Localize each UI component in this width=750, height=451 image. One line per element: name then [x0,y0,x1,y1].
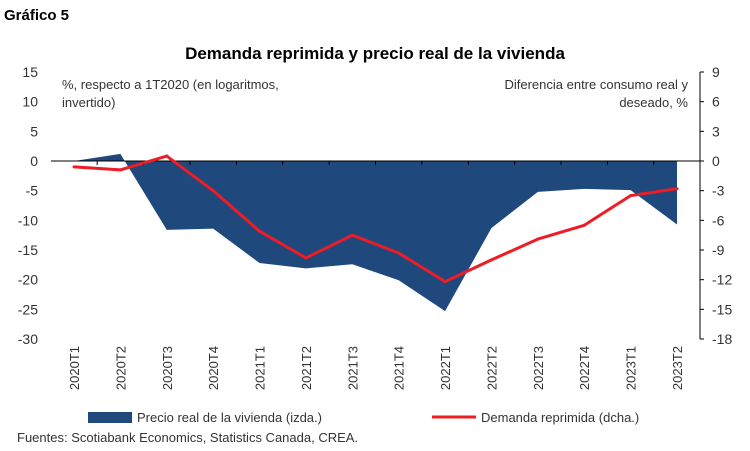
right-tick-label: -18 [712,331,732,347]
line-point-2020T4 [211,189,215,193]
line-point-2021T4 [397,251,401,255]
category-label: 2020T2 [113,346,128,390]
figure-label: Gráfico 5 [4,7,69,24]
right-tick-label: -3 [712,183,725,199]
line-point-2023T2 [675,187,679,191]
right-axis-label-line1: Diferencia entre consumo real y [504,77,688,92]
category-label: 2021T4 [392,346,407,390]
left-axis-label-line2: invertido) [62,95,115,110]
area-series-precio [74,153,677,312]
left-tick-label: -25 [18,301,38,317]
category-label: 2021T2 [299,346,314,390]
left-axis-label-line1: %, respecto a 1T2020 (en logaritmos, [62,77,279,92]
category-label: 2022T2 [484,346,499,390]
right-tick-label: -15 [712,301,732,317]
line-point-2022T1 [443,280,447,284]
left-tick-label: -15 [18,242,38,258]
line-point-2021T2 [304,256,308,260]
right-tick-label: 3 [712,123,720,139]
category-label: 2020T4 [206,346,221,390]
line-point-2021T3 [350,233,354,237]
left-tick-label: -10 [18,212,38,228]
left-tick-label: 10 [22,94,38,110]
right-tick-label: 9 [712,64,720,80]
line-point-2020T2 [118,168,122,172]
line-point-2023T1 [629,194,633,198]
left-tick-label: -5 [26,183,39,199]
category-label: 2023T1 [624,346,639,390]
line-point-2021T1 [258,229,262,233]
category-label: 2023T2 [670,346,685,390]
left-tick-label: 5 [30,123,38,139]
category-label: 2021T1 [253,346,268,390]
right-tick-label: -9 [712,242,725,258]
right-axis-label-line2: deseado, % [619,95,688,110]
category-label: 2021T3 [345,346,360,390]
category-label: 2022T3 [531,346,546,390]
legend-swatch-precio [88,412,132,423]
line-point-2020T1 [72,165,76,169]
left-tick-label: -30 [18,331,38,347]
legend-label-demanda: Demanda reprimida (dcha.) [481,410,639,425]
category-label: 2020T1 [67,346,82,390]
line-point-2022T3 [536,237,540,241]
line-point-2022T4 [582,223,586,227]
left-tick-label: 15 [22,64,38,80]
left-tick-label: 0 [30,153,38,169]
chart-title: Demanda reprimida y precio real de la vi… [185,44,565,63]
right-tick-label: 6 [712,94,720,110]
category-label: 2022T4 [577,346,592,390]
line-point-2022T2 [489,258,493,262]
line-series-demanda [73,154,678,284]
category-label: 2020T3 [160,346,175,390]
right-tick-label: 0 [712,153,720,169]
source-note: Fuentes: Scotiabank Economics, Statistic… [17,430,358,445]
right-tick-label: -12 [712,272,732,288]
category-label: 2022T1 [438,346,453,390]
right-tick-label: -6 [712,212,725,228]
left-tick-label: -20 [18,272,38,288]
legend-label-precio: Precio real de la vivienda (izda.) [137,410,322,425]
line-point-2020T3 [165,154,169,158]
